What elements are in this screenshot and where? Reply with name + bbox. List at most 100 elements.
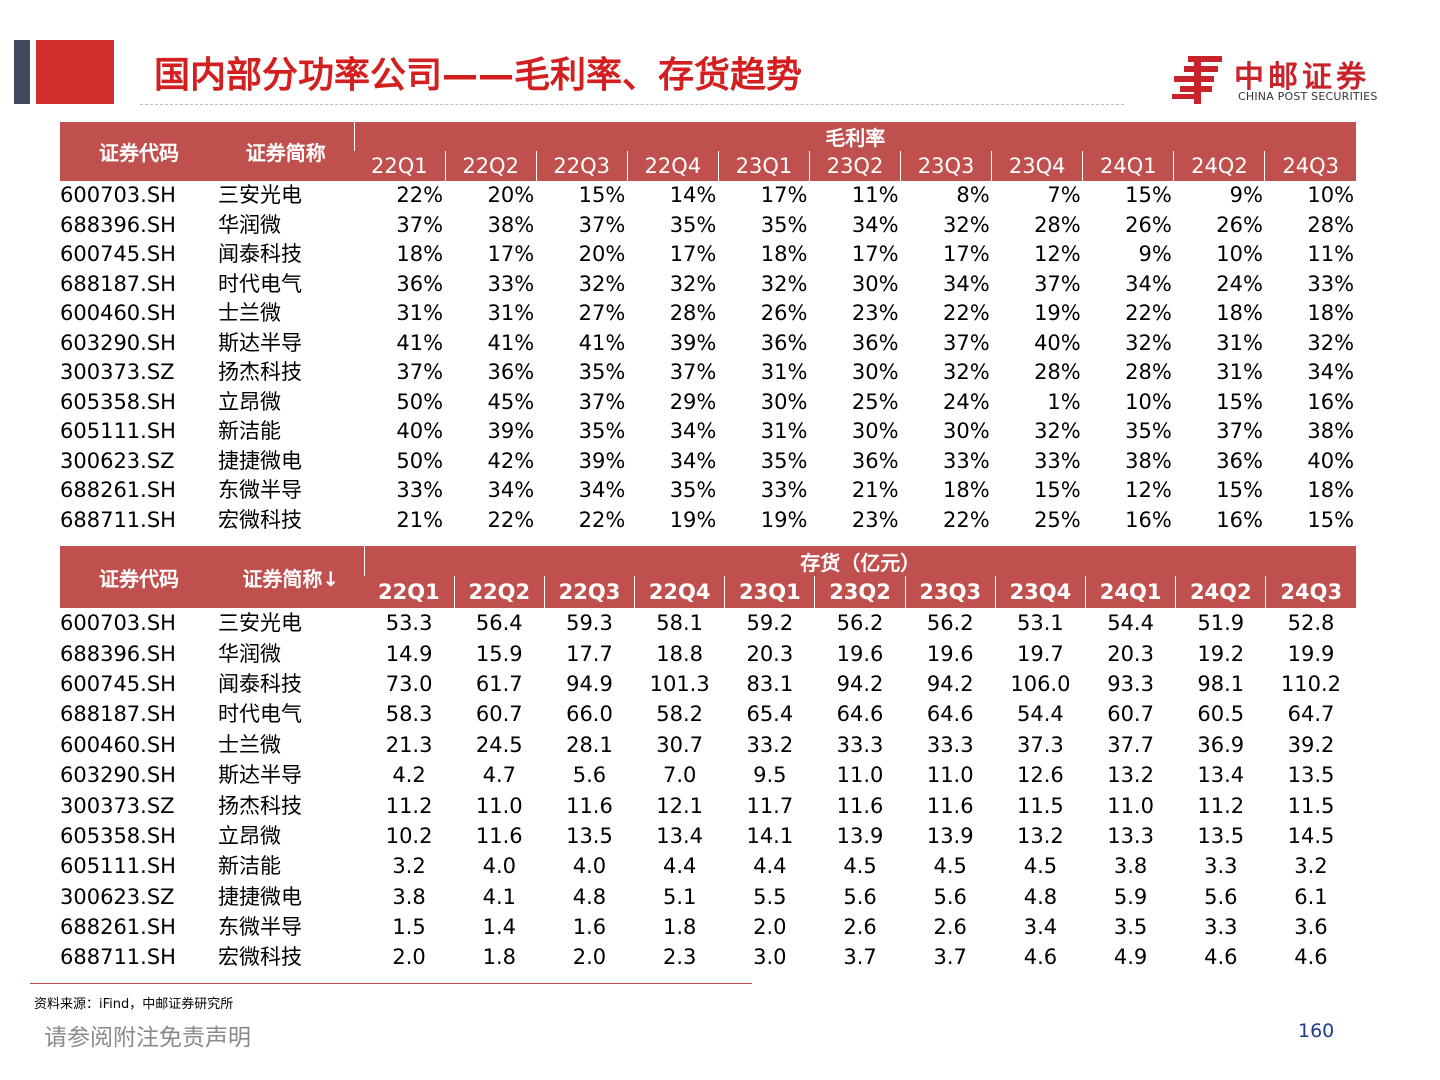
value-cell: 28% (669, 301, 717, 326)
value-cell: 13.3 (1107, 823, 1154, 848)
table-row: 600460.SH 士兰微 21.3 24.5 28.1 30.7 33.2 33.3 33.3… (60, 730, 1356, 760)
value-cell: 50% (396, 448, 444, 473)
value-cell: 31% (760, 419, 808, 444)
table-row: 605111.SH 新洁能 40% 39% 35% 34% 31% 30% 30% 32% 35% 3… (60, 417, 1356, 447)
value-cell: 3.2 (1294, 854, 1328, 879)
value-cell: 35% (578, 360, 626, 385)
value-cell: 30% (760, 389, 808, 414)
security-code: 603290.SH (60, 763, 176, 788)
value-cell: 94.2 (836, 671, 884, 696)
value-cell: 106.0 (1010, 671, 1071, 696)
table-row: 600745.SH 闻泰科技 18% 17% 20% 17% 18% 17% 17% 12% 9% 1… (60, 240, 1356, 270)
value-cell: 37% (578, 212, 626, 237)
value-cell: 4.8 (572, 884, 607, 909)
header-quarter: 22Q2 (453, 576, 545, 608)
security-code: 688187.SH (60, 271, 176, 296)
china-post-emblem-icon (1172, 56, 1222, 104)
value-cell: 61.7 (475, 671, 523, 696)
value-cell: 56.4 (475, 611, 523, 636)
value-cell: 36% (760, 330, 808, 355)
security-code: 688187.SH (60, 702, 176, 727)
table-row: 605358.SH 立昂微 10.2 11.6 13.5 13.4 14.1 13.9 13.9… (60, 821, 1356, 851)
value-cell: 21% (396, 507, 444, 532)
value-cell: 32% (669, 271, 717, 296)
value-cell: 19% (669, 507, 717, 532)
header-quarter: 23Q2 (814, 576, 906, 608)
header-quarter: 23Q1 (724, 576, 815, 608)
value-cell: 7% (1047, 183, 1081, 208)
value-cell: 7.0 (662, 763, 697, 788)
value-cell: 19.7 (1017, 641, 1064, 666)
value-cell: 18% (1216, 301, 1263, 326)
table-row: 600703.SH 三安光电 53.3 56.4 59.3 58.1 59.2 56.2 56.… (60, 608, 1356, 638)
security-code: 688711.SH (60, 507, 176, 532)
value-cell: 37% (1034, 271, 1081, 296)
table-row: 688396.SH 华润微 37% 38% 37% 35% 35% 34% 32% 28% 26% 2… (60, 211, 1356, 241)
value-cell: 17% (669, 242, 717, 267)
value-cell: 4.0 (572, 854, 607, 879)
value-cell: 17% (942, 242, 990, 267)
value-cell: 29% (669, 389, 717, 414)
value-cell: 3.4 (1023, 915, 1058, 940)
value-cell: 4.5 (1023, 854, 1058, 879)
value-cell: 16% (1216, 507, 1263, 532)
value-cell: 33.3 (926, 732, 974, 757)
value-cell: 32% (760, 271, 808, 296)
value-cell: 18% (942, 478, 990, 503)
value-cell: 22% (487, 507, 535, 532)
security-code: 300373.SZ (60, 360, 175, 385)
value-cell: 15% (1307, 507, 1355, 532)
value-cell: 14.5 (1287, 823, 1335, 848)
value-cell: 52.8 (1287, 611, 1335, 636)
value-cell: 21.3 (385, 732, 433, 757)
security-code: 300623.SZ (60, 884, 175, 909)
value-cell: 35% (669, 212, 717, 237)
value-cell: 11.0 (1107, 793, 1154, 818)
value-cell: 26% (760, 301, 808, 326)
value-cell: 11.5 (1287, 793, 1335, 818)
security-name: 立昂微 (218, 389, 281, 414)
value-cell: 21% (851, 478, 899, 503)
value-cell: 4.1 (482, 884, 516, 909)
value-cell: 23% (851, 301, 899, 326)
table-row: 688711.SH 宏微科技 2.0 1.8 2.0 2.3 3.0 3.7 3.7 4.6 4.9… (60, 942, 1356, 972)
value-cell: 4.5 (843, 854, 877, 879)
value-cell: 27% (578, 301, 626, 326)
table-row: 605358.SH 立昂微 50% 45% 37% 29% 30% 25% 24% 1% 10% 15… (60, 388, 1356, 418)
value-cell: 37% (396, 360, 444, 385)
value-cell: 59.2 (746, 611, 794, 636)
value-cell: 30% (942, 419, 990, 444)
value-cell: 35% (669, 478, 717, 503)
value-cell: 32% (1307, 330, 1355, 355)
value-cell: 19.2 (1197, 641, 1245, 666)
value-cell: 40% (396, 419, 444, 444)
header-name: 证券简称 (218, 122, 354, 181)
value-cell: 4.4 (662, 854, 697, 879)
value-cell: 4.5 (933, 854, 967, 879)
header-quarter: 24Q2 (1173, 151, 1265, 181)
source-note: 资料来源：iFind，中邮证券研究所 (34, 997, 234, 1012)
value-cell: 18% (760, 242, 808, 267)
dark-block (14, 40, 30, 104)
value-cell: 39.2 (1287, 732, 1335, 757)
value-cell: 54.4 (1107, 611, 1154, 636)
value-cell: 10.2 (385, 823, 433, 848)
header-quarter: 23Q3 (904, 576, 996, 608)
value-cell: 15% (578, 183, 626, 208)
value-cell: 1.5 (392, 915, 426, 940)
security-name: 时代电气 (218, 271, 302, 296)
header-quarter: 22Q1 (364, 576, 455, 608)
value-cell: 12.6 (1017, 763, 1064, 788)
value-cell: 41% (578, 330, 626, 355)
value-cell: 3.0 (753, 945, 787, 970)
value-cell: 3.3 (1204, 915, 1238, 940)
value-cell: 34% (669, 419, 717, 444)
value-cell: 3.6 (1294, 915, 1328, 940)
header-quarter: 22Q3 (543, 576, 635, 608)
value-cell: 18% (396, 242, 444, 267)
value-cell: 25% (851, 389, 899, 414)
value-cell: 37% (396, 212, 444, 237)
value-cell: 5.1 (662, 884, 697, 909)
security-name: 立昂微 (218, 823, 281, 848)
value-cell: 17% (487, 242, 535, 267)
